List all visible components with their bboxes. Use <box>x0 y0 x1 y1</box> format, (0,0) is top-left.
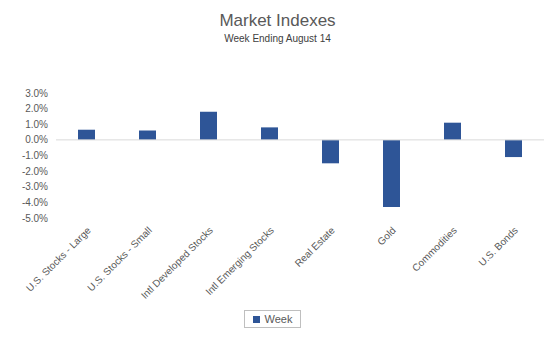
svg-text:-1.0%: -1.0% <box>22 150 48 161</box>
svg-text:Real Estate: Real Estate <box>293 224 338 269</box>
svg-text:3.0%: 3.0% <box>25 88 48 99</box>
svg-text:1.0%: 1.0% <box>25 119 48 130</box>
svg-text:-2.0%: -2.0% <box>22 166 48 177</box>
svg-text:Commodities: Commodities <box>410 225 459 274</box>
svg-text:U.S. Bonds: U.S. Bonds <box>476 225 520 269</box>
svg-text:Gold: Gold <box>375 225 398 248</box>
svg-text:U.S. Stocks - Small: U.S. Stocks - Small <box>85 225 154 294</box>
svg-text:-5.0%: -5.0% <box>22 213 48 224</box>
html-text:Market Indexes: Market Indexes <box>219 11 336 30</box>
html-text:Week: Week <box>264 313 293 325</box>
svg-text:2.0%: 2.0% <box>25 103 48 114</box>
svg-text:U.S. Stocks - Large: U.S. Stocks - Large <box>24 224 93 293</box>
html-text:Week Ending August 14: Week Ending August 14 <box>224 33 331 44</box>
svg-text:Intl Developed Stocks: Intl Developed Stocks <box>138 224 215 301</box>
svg-text:0.0%: 0.0% <box>25 134 48 145</box>
svg-text:Intl Emerging Stocks: Intl Emerging Stocks <box>203 225 276 298</box>
svg-text:-4.0%: -4.0% <box>22 197 48 208</box>
svg-text:-3.0%: -3.0% <box>22 181 48 192</box>
